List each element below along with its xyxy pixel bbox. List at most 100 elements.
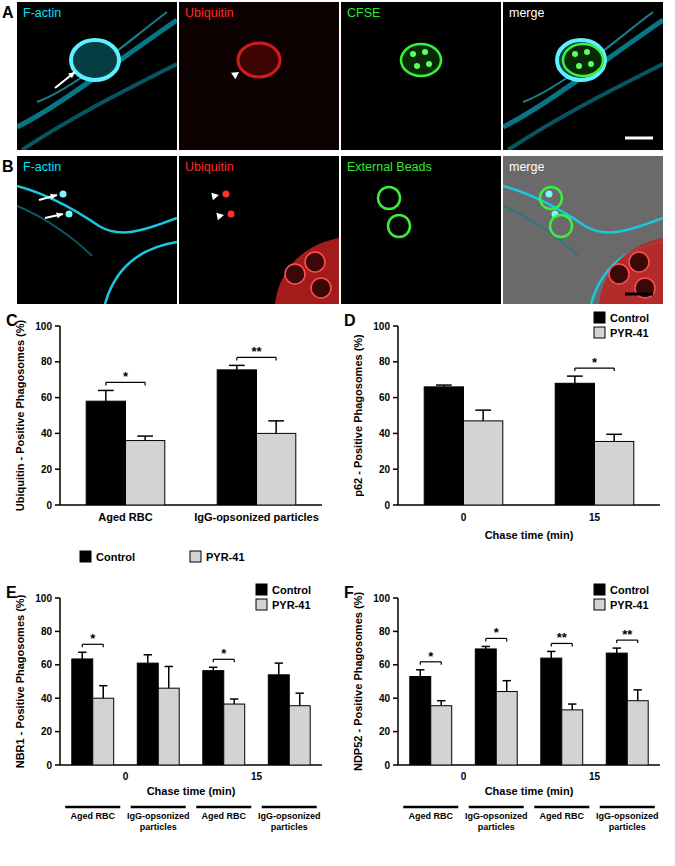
y-tick bbox=[55, 397, 60, 399]
internal-bead bbox=[305, 252, 325, 272]
y-tick bbox=[55, 361, 60, 363]
actin-dot bbox=[60, 191, 67, 198]
bar bbox=[424, 387, 463, 505]
y-tick bbox=[393, 504, 398, 506]
x-axis-label: Chase time (min) bbox=[485, 529, 574, 541]
channel-label: merge bbox=[509, 160, 544, 174]
error-cap bbox=[78, 652, 86, 654]
cfse-dot bbox=[410, 51, 416, 57]
x-tick-label: IgG-opsonizedparticles bbox=[465, 811, 528, 832]
arrow-head bbox=[68, 72, 75, 78]
error-line bbox=[613, 434, 615, 441]
error-bar bbox=[165, 666, 173, 688]
bar bbox=[217, 370, 256, 505]
error-line bbox=[574, 376, 576, 383]
error-line bbox=[105, 390, 107, 401]
y-tick-label: 60 bbox=[379, 659, 391, 670]
error-line bbox=[233, 699, 235, 704]
actin-cup bbox=[557, 40, 605, 80]
significance-label: * bbox=[494, 625, 500, 640]
significance-bracket-end bbox=[572, 643, 573, 646]
actin-fiber bbox=[37, 12, 167, 102]
bar bbox=[289, 706, 310, 765]
legend-swatch bbox=[594, 312, 605, 323]
panel-letter: B bbox=[2, 158, 14, 175]
legend-swatch bbox=[594, 584, 605, 595]
x-tick-label-line: Aged RBC bbox=[540, 811, 585, 821]
cfse-dot bbox=[426, 61, 432, 67]
x-tick-label-line: particles bbox=[140, 822, 177, 832]
significance-bracket-end bbox=[82, 644, 83, 647]
significance-label: * bbox=[221, 646, 227, 661]
y-tick-label: 20 bbox=[41, 464, 53, 475]
error-line bbox=[571, 704, 573, 710]
internal-bead bbox=[311, 278, 331, 298]
bar bbox=[555, 383, 594, 505]
image-content bbox=[179, 2, 339, 150]
y-tick-label: 0 bbox=[46, 500, 52, 511]
legend-label: Control bbox=[272, 584, 311, 596]
x-tick-label: Aged RBC bbox=[98, 511, 152, 523]
y-tick-label: 60 bbox=[41, 659, 53, 670]
bar bbox=[541, 658, 562, 765]
image-background bbox=[17, 156, 177, 304]
x-tick-label: Aged RBC bbox=[409, 811, 454, 821]
x-tick-label-line: Aged RBC bbox=[71, 811, 116, 821]
y-tick-label: 80 bbox=[379, 626, 391, 637]
x-tick-label: Aged RBC bbox=[540, 811, 585, 821]
actin-cup bbox=[71, 40, 119, 80]
y-tick bbox=[55, 325, 60, 327]
significance-label: ** bbox=[251, 344, 262, 359]
legend-label: Control bbox=[96, 551, 135, 563]
image-content bbox=[401, 44, 441, 76]
y-axis-label: Ubiquitin - Positive Phagosomes (%) bbox=[14, 320, 26, 512]
bar bbox=[431, 706, 452, 765]
internal-bead bbox=[629, 252, 649, 272]
cfse-dot bbox=[576, 63, 582, 69]
y-tick-label: 40 bbox=[379, 693, 391, 704]
category-underline bbox=[534, 806, 589, 809]
channel-label: CFSE bbox=[347, 6, 380, 20]
y-axis bbox=[59, 598, 61, 765]
y-axis bbox=[397, 598, 399, 765]
significance-bracket-end bbox=[506, 638, 507, 641]
significance-bracket-end bbox=[234, 659, 235, 662]
y-tick-label: 100 bbox=[35, 593, 52, 604]
y-tick-label: 80 bbox=[379, 356, 391, 367]
error-bar bbox=[634, 690, 642, 701]
error-bar bbox=[137, 436, 153, 440]
image-background bbox=[179, 156, 339, 304]
channel-label: F-actin bbox=[23, 6, 61, 20]
error-line bbox=[278, 663, 280, 675]
x-tick-label: IgG-opsonizedparticles bbox=[258, 811, 321, 832]
significance-label: * bbox=[428, 649, 434, 664]
category-underline bbox=[131, 806, 186, 809]
image-content bbox=[378, 187, 410, 237]
error-cap bbox=[416, 669, 424, 671]
error-bar bbox=[209, 667, 217, 670]
scale-bar bbox=[625, 137, 653, 140]
external-bead bbox=[540, 187, 562, 209]
y-tick-label: 100 bbox=[373, 321, 390, 332]
external-bead bbox=[388, 215, 410, 237]
x-tick-label: Aged RBC bbox=[202, 811, 247, 821]
x-tick-label: Aged RBC bbox=[71, 811, 116, 821]
legend-label: Control bbox=[610, 584, 649, 596]
x-group-label: 0 bbox=[123, 771, 129, 782]
y-tick-label: 0 bbox=[384, 500, 390, 511]
actin-fiber bbox=[503, 20, 663, 127]
error-cap bbox=[613, 647, 621, 649]
error-cap bbox=[209, 667, 217, 669]
y-tick-label: 0 bbox=[46, 760, 52, 771]
x-tick-label: 0 bbox=[461, 512, 467, 523]
x-group-label: 15 bbox=[589, 771, 601, 782]
bars bbox=[72, 652, 310, 765]
error-bar bbox=[296, 693, 304, 706]
error-cap bbox=[98, 390, 114, 392]
error-cap bbox=[275, 662, 283, 664]
actin-dot bbox=[546, 191, 553, 198]
y-tick-label: 40 bbox=[41, 428, 53, 439]
actin-edge bbox=[503, 186, 663, 232]
cfse-particle bbox=[401, 44, 441, 76]
y-axis-label: NBR1 - Positive Phagosomes (%) bbox=[14, 594, 26, 768]
